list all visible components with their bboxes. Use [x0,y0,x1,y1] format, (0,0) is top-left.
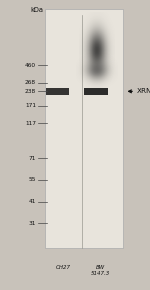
Text: 460: 460 [25,63,36,68]
Text: kDa: kDa [30,7,44,13]
Bar [84,88,108,95]
Text: CH27: CH27 [56,265,70,270]
Text: 55: 55 [28,177,36,182]
Bar [46,88,69,95]
Text: XRN1: XRN1 [136,88,150,94]
Text: 171: 171 [25,103,36,108]
Text: 31: 31 [29,221,36,226]
Text: BW
5147.3: BW 5147.3 [91,265,110,276]
Text: 41: 41 [29,199,36,204]
Text: 238: 238 [25,89,36,94]
Bar [45,9,123,248]
Text: 268: 268 [25,80,36,85]
Text: 71: 71 [29,155,36,161]
Text: 117: 117 [25,121,36,126]
